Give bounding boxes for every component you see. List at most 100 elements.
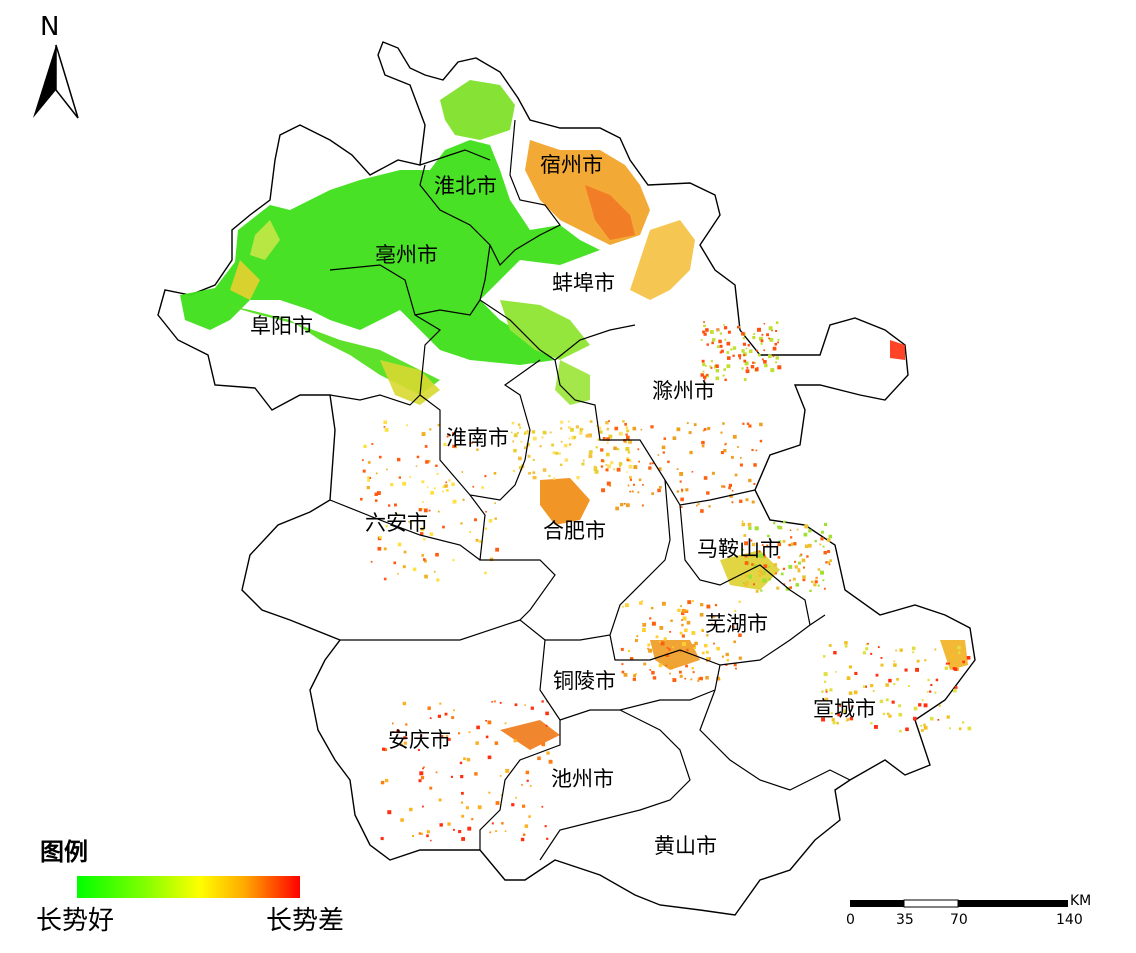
growth-speckle [484, 475, 487, 478]
growth-speckle [514, 703, 518, 707]
growth-speckle [705, 365, 707, 367]
growth-speckle [893, 663, 897, 667]
growth-speckle [532, 471, 536, 475]
growth-speckle [420, 532, 424, 536]
growth-speckle [846, 718, 850, 721]
growth-speckle [794, 560, 797, 563]
growth-speckle [524, 824, 529, 828]
growth-speckle [715, 369, 720, 373]
growth-speckle [423, 508, 428, 513]
growth-speckle [465, 806, 469, 810]
growth-speckle [669, 630, 672, 633]
growth-speckle [762, 578, 767, 583]
growth-speckle [927, 678, 930, 682]
growth-speckle [616, 447, 620, 451]
growth-speckle [798, 561, 801, 565]
growth-speckle [573, 436, 577, 439]
growth-speckle [676, 468, 679, 470]
growth-speckle [516, 432, 519, 434]
growth-speckle [425, 460, 429, 464]
growth-speckle [748, 478, 752, 483]
growth-speckle [704, 643, 708, 648]
growth-speckle [720, 451, 724, 455]
growth-speckle [854, 671, 858, 675]
growth-speckle [789, 579, 791, 582]
growth-speckle [488, 519, 493, 523]
growth-speckle [790, 542, 794, 545]
growth-speckle [733, 663, 737, 667]
growth-speckle [571, 435, 576, 440]
growth-speckle [484, 571, 487, 575]
growth-speckle [402, 565, 406, 569]
legend-title: 图例 [40, 838, 88, 866]
growth-speckle [476, 725, 480, 730]
growth-speckle [899, 648, 903, 652]
growth-speckle [820, 537, 824, 541]
growth-speckle [641, 504, 644, 507]
growth-speckle [887, 712, 890, 716]
growth-speckle [821, 717, 825, 722]
city-label-maanshan: 马鞍山市 [697, 537, 781, 561]
growth-speckle [485, 720, 487, 722]
growth-speckle [548, 474, 551, 477]
growth-speckle [430, 491, 434, 495]
growth-speckle [896, 678, 899, 681]
growth-speckle [808, 529, 812, 533]
growth-speckle [625, 433, 628, 436]
growth-speckle [757, 327, 761, 332]
growth-speckle [661, 601, 666, 606]
growth-speckle [957, 645, 961, 650]
growth-speckle [844, 641, 848, 645]
growth-speckle [385, 525, 388, 528]
growth-speckle [380, 837, 384, 841]
growth-speckle [962, 721, 965, 724]
growth-speckle [650, 425, 654, 429]
growth-good-areas [180, 80, 600, 405]
growth-speckle [824, 680, 827, 683]
scale-tick-140: 140 [1056, 912, 1083, 928]
growth-speckle [403, 741, 407, 745]
growth-speckle [625, 603, 629, 608]
growth-speckle [885, 683, 889, 687]
growth-speckle [652, 676, 657, 680]
growth-speckle [620, 647, 624, 651]
growth-speckle [600, 459, 604, 463]
growth-speckle [819, 543, 822, 546]
growth-speckle [817, 568, 821, 571]
growth-speckle [756, 553, 760, 558]
growth-speckle [387, 810, 392, 815]
growth-speckle [541, 805, 544, 808]
growth-speckle [718, 339, 722, 344]
growth-speckle [806, 555, 809, 558]
growth-speckle [626, 457, 629, 460]
growth-speckle [522, 833, 526, 836]
growth-speckle [870, 652, 873, 655]
growth-speckle [953, 688, 957, 693]
growth-speckle [751, 542, 756, 547]
scale-bar [850, 899, 1068, 908]
growth-speckle [949, 727, 951, 730]
growth-speckle [685, 664, 688, 668]
growth-speckle [609, 485, 611, 487]
growth-speckle [760, 339, 764, 343]
growth-speckle [777, 542, 782, 547]
growth-speckle [830, 712, 833, 715]
growth-speckle [742, 337, 745, 340]
growth-speckle [487, 755, 492, 760]
growth-speckle [360, 497, 363, 501]
growth-speckle [397, 542, 402, 547]
growth-speckle [701, 651, 705, 655]
growth-speckle [768, 337, 770, 340]
growth-speckle [579, 431, 583, 435]
growth-speckle [823, 672, 828, 677]
growth-speckle [460, 801, 464, 804]
growth-speckle [525, 430, 530, 435]
growth-speckle [452, 499, 457, 504]
growth-speckle [681, 634, 685, 638]
growth-poor-speckles [360, 321, 972, 842]
growth-speckle [711, 338, 716, 342]
growth-speckle [702, 330, 705, 334]
growth-speckle [398, 513, 401, 516]
growth-speckle [600, 448, 604, 452]
growth-speckle [461, 814, 465, 818]
